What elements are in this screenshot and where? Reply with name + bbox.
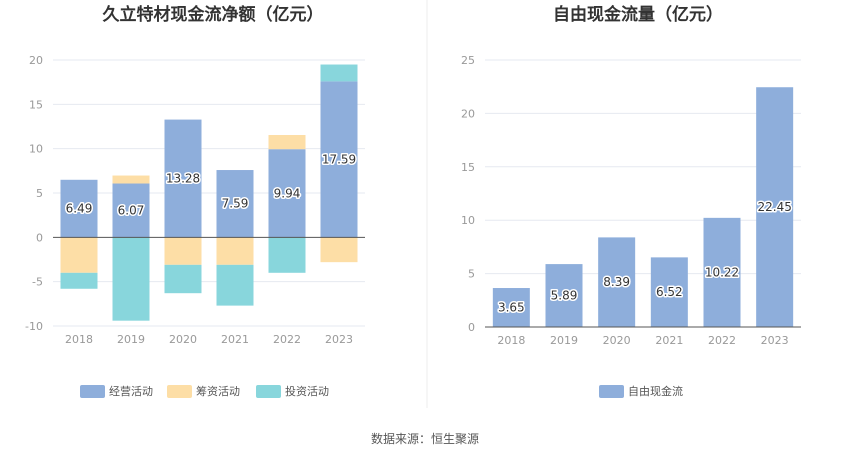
bar: [268, 237, 306, 273]
legend-label: 投资活动: [285, 384, 329, 398]
x-tick-label: 2022: [273, 333, 301, 346]
y-tick-label: -10: [25, 320, 43, 333]
bar: [650, 257, 688, 327]
x-tick-label: 2020: [603, 334, 631, 347]
legend-label: 自由现金流: [628, 384, 683, 398]
bar: [60, 179, 98, 238]
legend-item-investing[interactable]: 投资活动: [256, 384, 329, 398]
data-label: 9.94: [274, 186, 301, 200]
data-label: 3.65: [498, 301, 525, 315]
data-label: 22.45: [757, 200, 791, 214]
legend: 自由现金流: [599, 384, 683, 398]
y-tick-label: -5: [32, 276, 43, 289]
free-cashflow-chart: 自由现金流量（亿元） 3.65 5.89 8.39 6.52 10.22 22.45 25…: [461, 4, 801, 398]
y-tick-label: 0: [36, 231, 43, 244]
legend-swatch: [256, 385, 281, 398]
x-tick-label: 2020: [169, 333, 197, 346]
y-tick-label: 20: [461, 107, 475, 120]
legend-item-free-cashflow[interactable]: 自由现金流: [599, 384, 683, 398]
source-note: 数据来源：恒生聚源: [371, 431, 479, 446]
bar: [216, 170, 254, 238]
x-tick-label: 2018: [497, 334, 525, 347]
legend-item-financing[interactable]: 筹资活动: [167, 384, 240, 398]
bar: [112, 175, 150, 184]
data-label: 13.28: [166, 171, 200, 185]
bar: [320, 237, 358, 263]
legend-swatch: [80, 385, 105, 398]
legend-label: 经营活动: [109, 384, 153, 398]
bar: [216, 264, 254, 306]
bar: [112, 237, 150, 321]
x-tick-label: 2018: [65, 333, 93, 346]
y-tick-label: 5: [36, 187, 43, 200]
y-tick-label: 20: [29, 54, 43, 67]
chart-title: 自由现金流量（亿元）: [553, 4, 723, 25]
bar: [320, 81, 358, 238]
bar: [598, 237, 636, 327]
data-label: 8.39: [603, 275, 630, 289]
y-tick-label: 5: [468, 268, 475, 281]
x-tick-label: 2022: [708, 334, 736, 347]
data-label: 7.59: [222, 197, 249, 211]
x-tick-label: 2019: [550, 334, 578, 347]
chart-title: 久立特材现金流净额（亿元）: [103, 4, 324, 25]
data-label: 6.52: [656, 285, 683, 299]
bar: [164, 264, 202, 294]
data-label: 10.22: [705, 265, 739, 279]
bar: [60, 237, 98, 273]
legend-item-operating[interactable]: 经营活动: [80, 384, 153, 398]
bar: [164, 119, 202, 238]
bar: [545, 264, 583, 327]
y-tick-label: 10: [29, 143, 43, 156]
bar: [756, 87, 794, 327]
bar: [60, 272, 98, 289]
bar: [703, 217, 741, 327]
data-label: 6.49: [66, 202, 93, 216]
x-tick-label: 2023: [325, 333, 353, 346]
bar: [112, 183, 150, 238]
x-tick-label: 2021: [221, 333, 249, 346]
x-tick-label: 2019: [117, 333, 145, 346]
bar: [320, 64, 358, 82]
y-tick-label: 15: [461, 161, 475, 174]
data-label: 5.89: [551, 289, 578, 303]
data-label: 6.07: [118, 203, 145, 217]
y-tick-label: 15: [29, 98, 43, 111]
x-tick-label: 2021: [655, 334, 683, 347]
bar: [268, 135, 306, 150]
bar: [216, 237, 254, 265]
legend-swatch: [599, 385, 624, 398]
legend: 经营活动 筹资活动 投资活动: [80, 384, 329, 398]
legend-label: 筹资活动: [196, 384, 240, 398]
x-tick-label: 2023: [761, 334, 789, 347]
bar: [164, 237, 202, 265]
y-tick-label: 25: [461, 54, 475, 67]
bar: [492, 288, 530, 327]
data-label: 17.59: [322, 152, 356, 166]
y-tick-label: 0: [468, 321, 475, 334]
y-tick-label: 10: [461, 214, 475, 227]
bar: [268, 149, 306, 238]
legend-swatch: [167, 385, 192, 398]
cashflow-chart: 久立特材现金流净额（亿元） 6.49 6.07 13.28 7.59 9.94 17.59…: [25, 4, 365, 398]
